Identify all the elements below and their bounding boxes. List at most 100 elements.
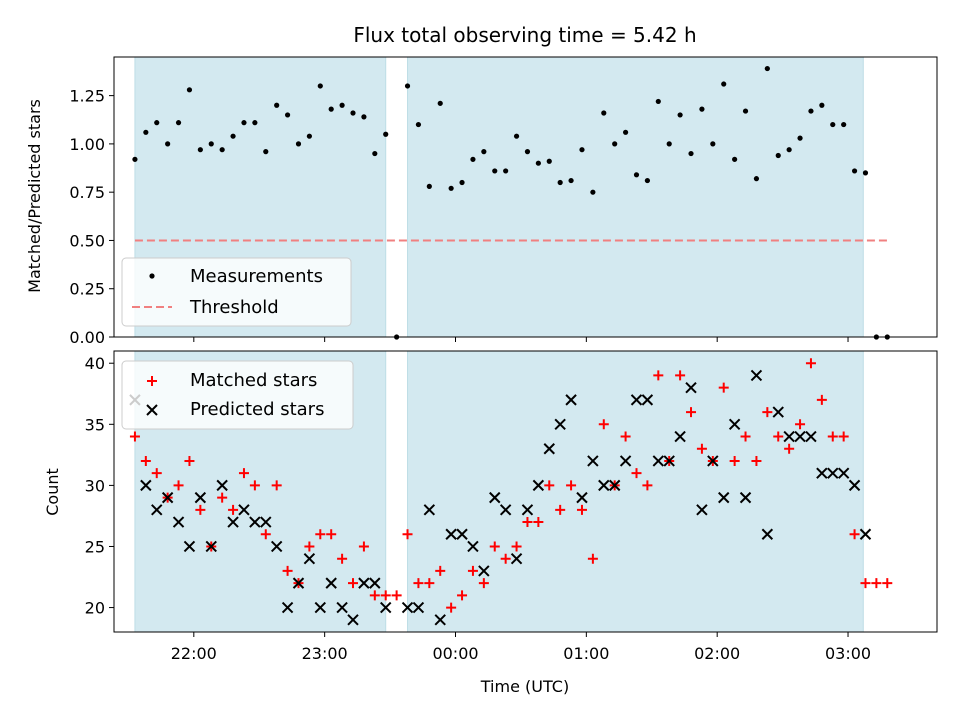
bottom-y-tick-label: 20 bbox=[85, 599, 105, 618]
x-tick-label: 00:00 bbox=[432, 644, 478, 663]
predicted-star-point bbox=[401, 601, 414, 614]
measurement-point bbox=[197, 147, 203, 153]
matched-star-point bbox=[653, 370, 664, 381]
predicted-star-point bbox=[827, 467, 839, 479]
predicted-star-point bbox=[183, 540, 196, 553]
matched-star-point bbox=[271, 480, 282, 491]
measurement-point bbox=[841, 121, 847, 128]
matched-star-point bbox=[217, 492, 228, 503]
predicted-star-point bbox=[685, 381, 697, 394]
measurement-point bbox=[524, 149, 531, 155]
measurement-point bbox=[339, 102, 345, 108]
observing-window-shade bbox=[407, 56, 864, 338]
predicted-star-point bbox=[260, 516, 272, 528]
matched-star-point bbox=[380, 590, 391, 601]
predicted-star-point bbox=[816, 467, 828, 479]
predicted-star-point bbox=[728, 418, 741, 431]
predicted-star-point bbox=[369, 577, 381, 589]
predicted-star-point bbox=[794, 430, 806, 443]
predicted-star-point bbox=[641, 394, 654, 406]
predicted-star-point bbox=[151, 504, 163, 516]
predicted-star-point bbox=[805, 430, 817, 443]
matched-star-point bbox=[544, 480, 555, 491]
x-tick-label: 23:00 bbox=[302, 644, 348, 663]
measurement-point bbox=[797, 135, 803, 141]
top-y-tick-label: 0.50 bbox=[69, 231, 105, 250]
matched-star-point bbox=[369, 590, 380, 601]
measurement-point bbox=[241, 120, 247, 126]
measurement-point bbox=[732, 156, 738, 162]
predicted-star-point bbox=[718, 491, 730, 504]
top-y-tick-label: 0.75 bbox=[69, 183, 105, 202]
predicted-star-point bbox=[227, 516, 239, 528]
predicted-star-point bbox=[532, 479, 545, 492]
predicted-star-point bbox=[608, 479, 621, 492]
measurement-point bbox=[186, 87, 193, 93]
legend-predicted-label: Predicted stars bbox=[190, 399, 324, 420]
predicted-star-point bbox=[434, 614, 446, 626]
measurement-point bbox=[862, 170, 869, 176]
matched-star-point bbox=[686, 407, 697, 418]
predicted-star-point bbox=[336, 601, 348, 614]
matched-star-point bbox=[467, 565, 478, 576]
matched-star-point bbox=[140, 455, 151, 466]
x-tick-label: 01:00 bbox=[563, 644, 609, 663]
matched-star-point bbox=[391, 590, 402, 601]
predicted-star-point bbox=[554, 418, 566, 431]
top-y-tick-label: 0.00 bbox=[69, 328, 105, 347]
bottom-y-tick-label: 30 bbox=[85, 476, 105, 495]
matched-star-point bbox=[348, 578, 359, 589]
measurement-point bbox=[175, 120, 182, 126]
measurement-point bbox=[753, 176, 760, 182]
predicted-star-point bbox=[140, 479, 152, 492]
measurement-point bbox=[383, 131, 389, 137]
measurement-point bbox=[470, 156, 476, 162]
matched-star-point bbox=[860, 578, 871, 589]
matched-star-point bbox=[282, 565, 293, 576]
matched-star-point bbox=[337, 553, 348, 564]
matched-star-point bbox=[304, 541, 315, 552]
predicted-star-point bbox=[543, 443, 555, 455]
predicted-star-point bbox=[761, 528, 774, 540]
x-tick-label: 02:00 bbox=[694, 644, 740, 663]
matched-star-point bbox=[413, 578, 424, 589]
measurement-point bbox=[622, 129, 629, 135]
matched-star-point bbox=[718, 382, 729, 393]
predicted-star-point bbox=[270, 540, 283, 553]
measurement-point bbox=[688, 150, 694, 157]
matched-star-point bbox=[773, 431, 784, 442]
top-y-axis-label: Matched/Predicted stars bbox=[25, 99, 44, 293]
matched-star-point bbox=[358, 541, 369, 552]
matched-star-point bbox=[500, 553, 511, 564]
measurement-point bbox=[742, 108, 749, 114]
predicted-star-point bbox=[249, 516, 261, 528]
predicted-star-point bbox=[216, 479, 228, 492]
measurement-point bbox=[372, 150, 378, 157]
matched-star-point bbox=[762, 407, 773, 418]
predicted-star-point bbox=[172, 516, 185, 528]
matched-star-point bbox=[729, 455, 740, 466]
measurement-point bbox=[459, 179, 465, 186]
matched-star-point bbox=[784, 443, 795, 454]
measurement-point bbox=[361, 114, 367, 120]
matched-star-point bbox=[533, 517, 544, 528]
measurement-point bbox=[263, 149, 269, 155]
matched-star-point bbox=[424, 578, 435, 589]
matched-star-point bbox=[249, 480, 260, 491]
matched-star-point bbox=[598, 419, 609, 430]
top-y-tick-label: 0.25 bbox=[69, 280, 105, 299]
measurement-point bbox=[426, 183, 432, 189]
matched-star-point bbox=[566, 480, 577, 491]
predicted-star-point bbox=[380, 601, 392, 614]
matched-star-point bbox=[478, 578, 489, 589]
measurement-point bbox=[219, 147, 225, 153]
predicted-star-point bbox=[739, 491, 752, 504]
measurement-point bbox=[764, 65, 770, 72]
predicted-star-point bbox=[619, 455, 632, 467]
matched-star-point bbox=[129, 431, 140, 442]
top-legend-box bbox=[121, 257, 352, 327]
measurement-point bbox=[513, 133, 520, 139]
matched-star-point bbox=[751, 455, 762, 466]
predicted-star-point bbox=[663, 455, 675, 467]
